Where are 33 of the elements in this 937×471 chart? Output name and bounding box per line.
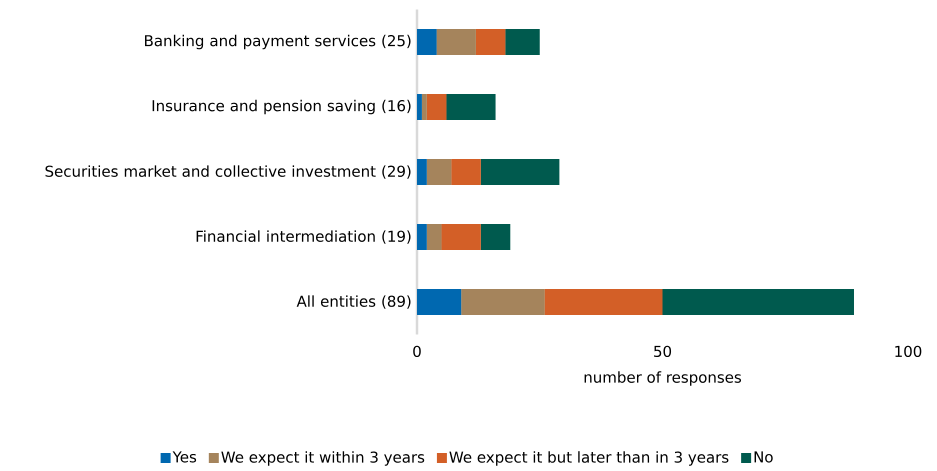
y-tick-label: Insurance and pension saving (16) (152, 100, 411, 114)
bar (417, 289, 462, 316)
bar (662, 289, 854, 316)
bar (544, 289, 663, 316)
legend-label: Yes (172, 451, 196, 463)
x-tick-label: 0 (413, 346, 421, 358)
bar (426, 159, 452, 186)
bar (476, 29, 506, 55)
bar (417, 159, 427, 186)
bar (426, 94, 446, 120)
legend-label: We expect it within 3 years (221, 451, 424, 466)
bar (442, 224, 481, 250)
bar (480, 224, 510, 250)
bar (461, 289, 545, 316)
x-tick-label: 100 (895, 346, 922, 358)
legend-label: We expect it but later than in 3 years (449, 451, 728, 466)
x-axis-title: number of responses (584, 371, 742, 386)
bar (505, 29, 540, 55)
y-tick-label: Securities market and collective investment (29) (46, 165, 411, 179)
bar (422, 94, 427, 120)
legend-label: No (754, 451, 773, 463)
y-tick-label: All entities (89) (296, 295, 410, 309)
y-tick-label: Financial intermediation (19) (196, 230, 411, 244)
y-tick-label: Banking and payment services (25) (145, 34, 411, 50)
bar (446, 94, 496, 120)
bar (426, 224, 442, 250)
bar (417, 29, 437, 55)
x-tick-label: 50 (654, 346, 672, 358)
bar (436, 29, 476, 55)
bar (451, 159, 481, 186)
bar (417, 224, 427, 250)
bar (480, 159, 560, 186)
bar (417, 94, 422, 120)
